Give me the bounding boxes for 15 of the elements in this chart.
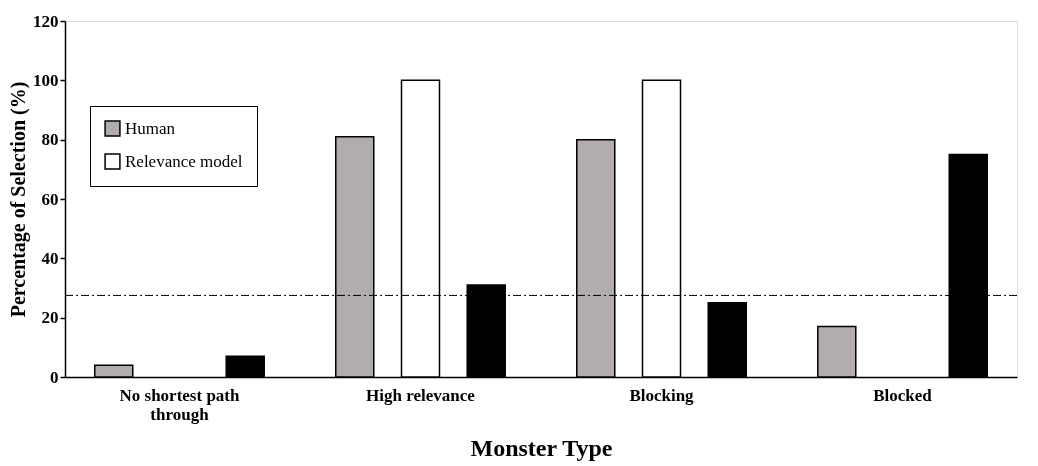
y-tick-label: 20 [41, 308, 59, 328]
x-tick-label: No shortest path through [119, 385, 240, 424]
legend-label: Human [125, 118, 176, 138]
y-tick-label: 100 [33, 70, 59, 90]
y-tick-label: 60 [41, 189, 59, 209]
x-tick-label: Blocked [873, 385, 933, 405]
y-tick-label: 0 [50, 367, 59, 387]
y-axis-title: Percentage of Selection (%) [7, 81, 30, 318]
y-tick-label: 120 [33, 11, 59, 31]
y-tick-label: 80 [41, 130, 59, 150]
legend-label: Relevance model [125, 151, 243, 171]
y-tick-label: 40 [41, 248, 59, 268]
x-axis-title: Monster Type [470, 434, 613, 461]
x-tick-label: Blocking [629, 385, 695, 405]
x-tick-label: High relevance [366, 385, 476, 405]
